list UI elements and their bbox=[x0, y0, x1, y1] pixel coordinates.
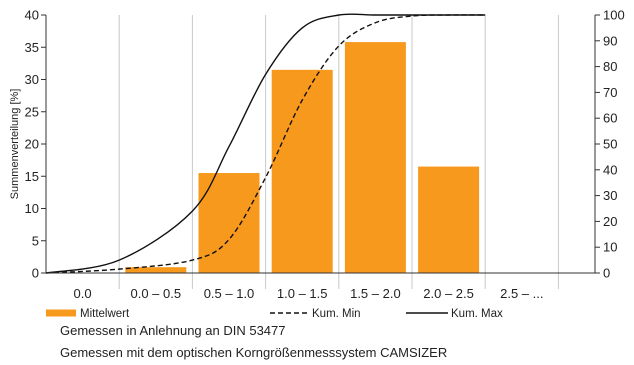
right-tick-label: 20 bbox=[603, 214, 617, 229]
x-tick-label: 2.5 – ... bbox=[500, 286, 543, 301]
bar bbox=[271, 69, 333, 273]
x-axis-ticks: 0.0 0.0 – 0.5 0.5 – 1.0 1.0 – 1.5 1.5 – 2.0 2… bbox=[74, 286, 544, 301]
x-tick-label: 2.0 – 2.5 bbox=[423, 286, 474, 301]
left-tick-label: 25 bbox=[25, 104, 39, 119]
right-tick-label: 70 bbox=[603, 85, 617, 100]
right-tick-label: 10 bbox=[603, 240, 617, 255]
x-tick-label: 1.0 – 1.5 bbox=[277, 286, 328, 301]
note-camsizer: Gemessen mit dem optischen Korngrößenmes… bbox=[60, 345, 448, 360]
left-tick-label: 10 bbox=[25, 201, 39, 216]
legend-label-kum-max: Kum. Max bbox=[451, 308, 503, 320]
right-y-axis-ticks: 0 10 20 30 40 50 60 70 80 90 100 bbox=[595, 8, 625, 281]
right-tick-label: 50 bbox=[603, 137, 617, 152]
right-tick-label: 0 bbox=[603, 266, 610, 281]
x-tick-label: 0.0 bbox=[74, 286, 92, 301]
left-tick-label: 20 bbox=[25, 137, 39, 152]
y-axis-label: Summenverteilung [%] bbox=[9, 89, 21, 200]
left-tick-label: 5 bbox=[32, 233, 39, 248]
x-tick-label: 0.0 – 0.5 bbox=[130, 286, 181, 301]
legend-swatch-mittelwert bbox=[46, 309, 76, 317]
right-tick-label: 30 bbox=[603, 188, 617, 203]
left-y-axis-ticks: 0 5 10 15 20 25 30 35 40 bbox=[25, 8, 46, 281]
left-tick-label: 15 bbox=[25, 169, 39, 184]
legend-label-mittelwert: Mittelwert bbox=[80, 308, 130, 320]
cumulative-lines bbox=[45, 13, 486, 274]
legend-label-kum-min: Kum. Min bbox=[312, 308, 361, 320]
bar bbox=[418, 166, 480, 273]
left-tick-label: 0 bbox=[32, 266, 39, 281]
left-tick-label: 35 bbox=[25, 40, 39, 55]
right-tick-label: 60 bbox=[603, 111, 617, 126]
right-tick-label: 40 bbox=[603, 162, 617, 177]
left-tick-label: 40 bbox=[25, 8, 39, 23]
bars bbox=[125, 42, 480, 274]
right-tick-label: 90 bbox=[603, 33, 617, 48]
right-tick-label: 100 bbox=[603, 8, 625, 23]
x-tick-label: 1.5 – 2.0 bbox=[350, 286, 401, 301]
kum-max-line bbox=[45, 13, 486, 274]
bar bbox=[198, 173, 260, 273]
note-din: Gemessen in Anlehnung an DIN 53477 bbox=[60, 323, 286, 338]
legend: Mittelwert Kum. Min Kum. Max bbox=[46, 308, 503, 320]
bar bbox=[344, 42, 406, 274]
x-tick-label: 0.5 – 1.0 bbox=[204, 286, 255, 301]
right-tick-label: 80 bbox=[603, 59, 617, 74]
grid bbox=[118, 15, 559, 289]
bar bbox=[125, 267, 187, 273]
left-tick-label: 30 bbox=[25, 72, 39, 87]
